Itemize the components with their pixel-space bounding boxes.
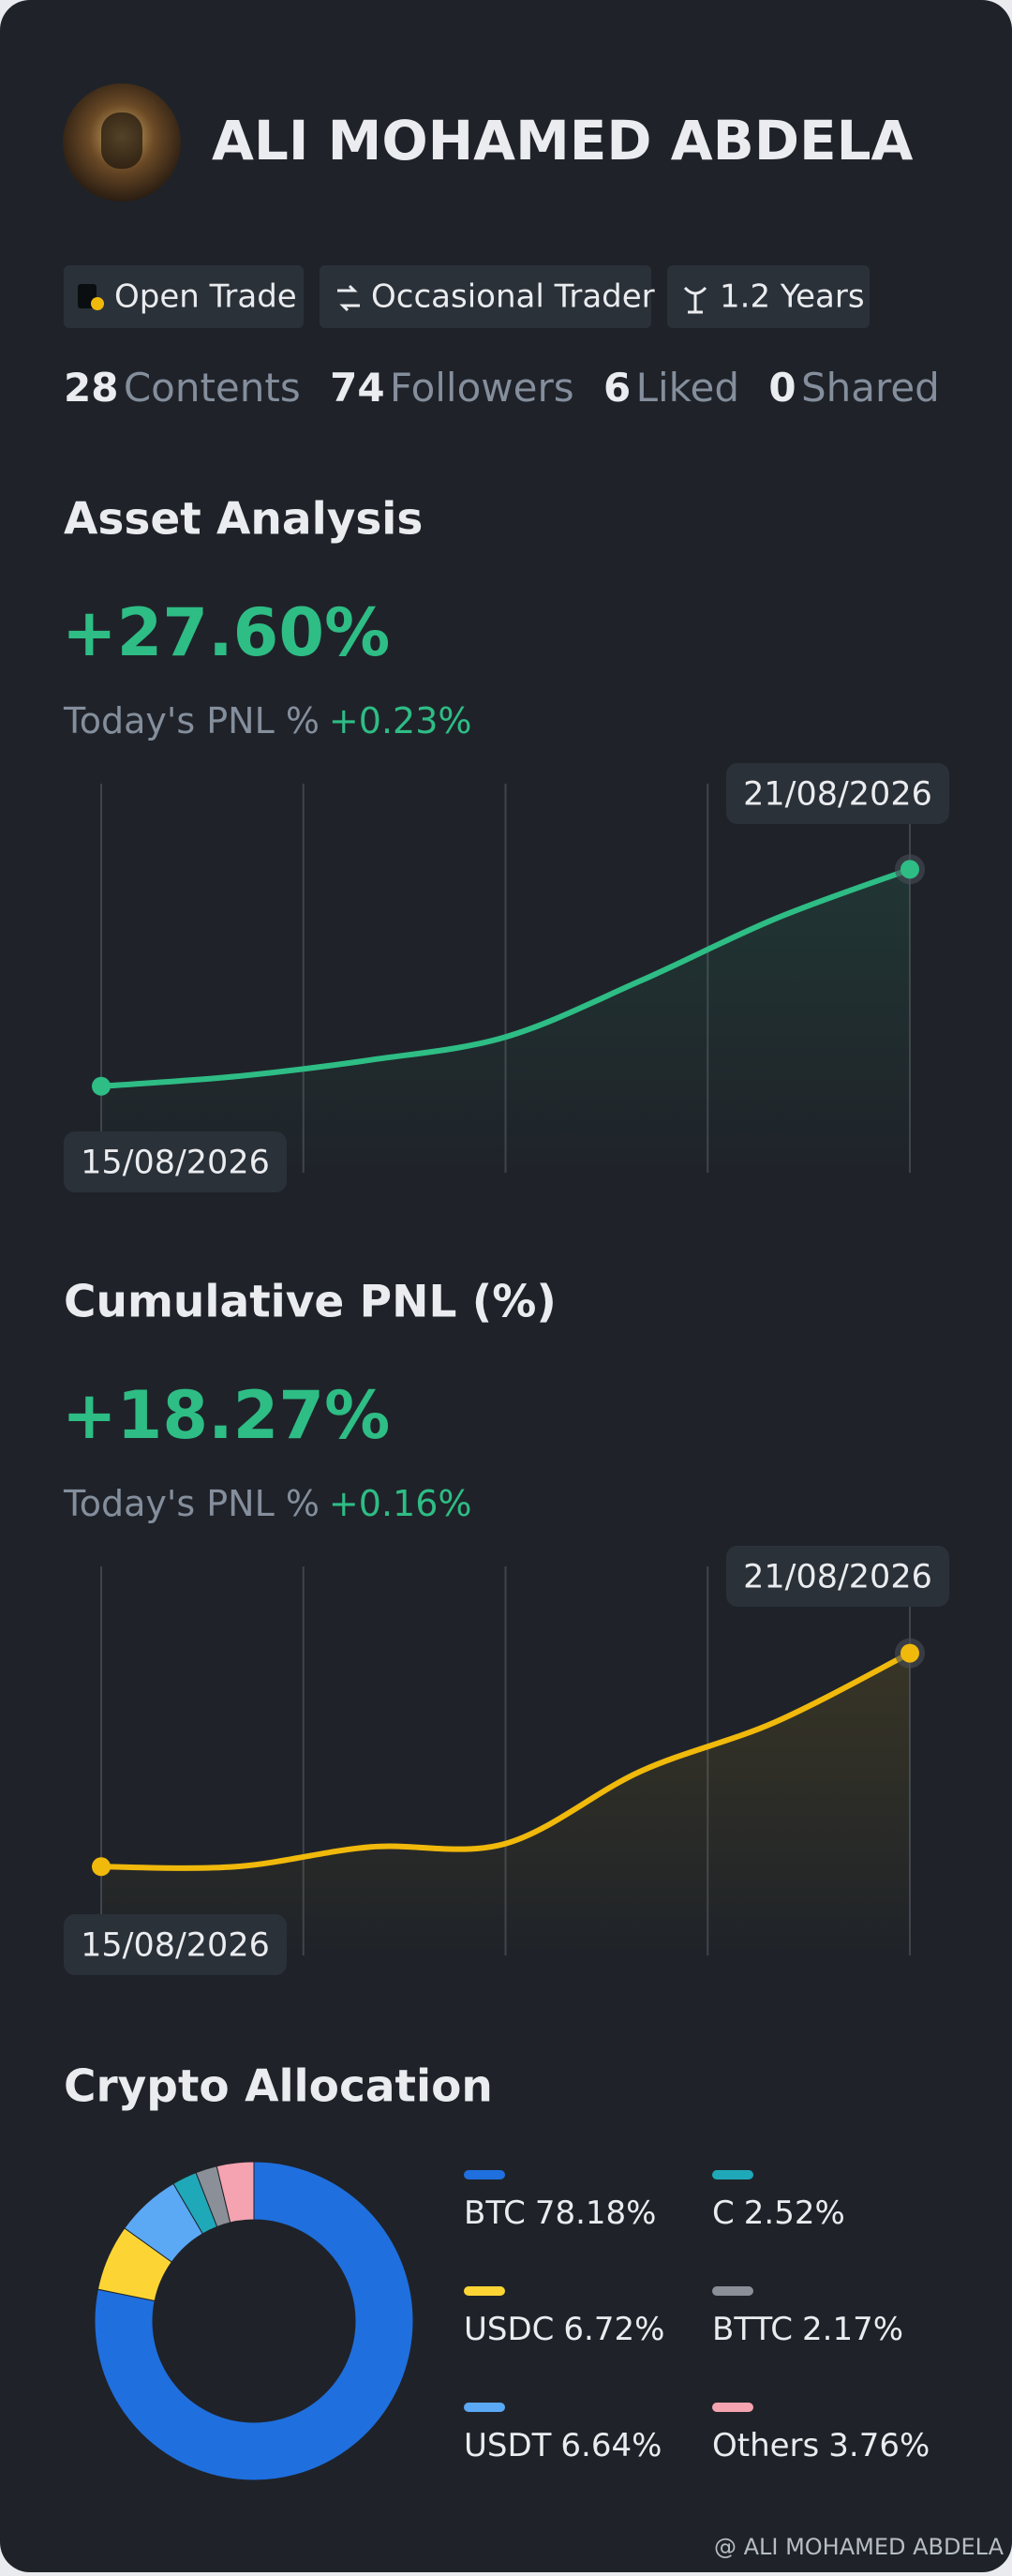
legend-value: 3.76% <box>828 2427 930 2464</box>
today-pnl-label: Today's PNL % <box>63 700 320 741</box>
end-point <box>900 860 919 879</box>
donut-slice <box>94 2161 414 2481</box>
legend-entry: BTC 78.18% <box>464 2194 657 2232</box>
legend-entry: C 2.52% <box>712 2194 845 2232</box>
legend-entry: Others 3.76% <box>712 2427 930 2464</box>
section-title: Asset Analysis <box>64 494 423 546</box>
stat-count: 28 <box>64 365 118 411</box>
area-fill <box>101 869 910 1173</box>
today-pnl: Today's PNL % +0.23% <box>63 700 471 741</box>
legend-entry: BTTC 2.17% <box>712 2311 903 2348</box>
watermark: @ ALI MOHAMED ABDELA <box>714 2534 1005 2560</box>
date-tag <box>726 763 949 824</box>
stat-label: Shared <box>801 365 940 411</box>
legend-value: 6.72% <box>563 2311 664 2348</box>
line <box>98 866 913 1089</box>
line <box>98 1650 913 1871</box>
legend-value: 2.52% <box>744 2194 845 2232</box>
headline-value: +27.60% <box>62 594 390 671</box>
start-point <box>92 1857 111 1877</box>
stat-label: Followers <box>390 365 574 411</box>
today-pnl: Today's PNL % +0.16% <box>63 1483 471 1524</box>
tag-label: 1.2 Years <box>720 278 865 316</box>
tag <box>320 265 651 328</box>
area-fill <box>101 1653 910 1955</box>
stat-count: 74 <box>330 365 384 411</box>
legend-swatch <box>464 2403 505 2412</box>
legend-name: USDT <box>464 2427 552 2464</box>
legend-swatch <box>464 2170 505 2179</box>
tag-icon <box>91 297 104 310</box>
stat-count: 6 <box>603 365 631 411</box>
today-pnl-label: Today's PNL % <box>63 1483 320 1524</box>
tag-icon <box>337 284 360 312</box>
tag-icon <box>683 286 707 314</box>
date-tag <box>726 1546 949 1607</box>
legend-name: USDC <box>464 2311 554 2348</box>
tag <box>64 265 304 328</box>
date-label: 15/08/2026 <box>81 1927 270 1965</box>
end-point <box>900 1643 919 1663</box>
headline-value: +18.27% <box>62 1377 390 1454</box>
date-tag <box>64 1914 287 1975</box>
legend-swatch <box>712 2170 753 2179</box>
tags: Open Trade Occasional Trader 1.2 Years <box>64 265 870 328</box>
tag-label: Open Trade <box>114 278 297 316</box>
legend-name: BTC <box>464 2194 526 2232</box>
avatar-detail <box>101 112 142 169</box>
stat-count: 0 <box>768 365 796 411</box>
tag <box>667 265 870 328</box>
legend-value: 78.18% <box>535 2194 657 2232</box>
legend-value: 6.64% <box>560 2427 662 2464</box>
legend-swatch <box>712 2403 753 2412</box>
date-label: 21/08/2026 <box>743 1559 932 1596</box>
section-title: Cumulative PNL (%) <box>64 1277 557 1328</box>
legend-entry: USDC 6.72% <box>464 2311 664 2348</box>
legend-swatch <box>712 2286 753 2296</box>
legend-name: C <box>712 2194 735 2232</box>
legend-swatch <box>464 2286 505 2296</box>
user-name: ALI MOHAMED ABDELA <box>212 109 914 172</box>
stats: 28 Contents 74 Followers 6 Liked 0 Share… <box>64 365 940 411</box>
section-title: Crypto Allocation <box>64 2061 493 2113</box>
tag-label: Occasional Trader <box>371 278 655 316</box>
legend-name: Others <box>712 2427 819 2464</box>
start-point <box>92 1076 111 1096</box>
date-tag <box>64 1131 287 1192</box>
date-label: 21/08/2026 <box>743 776 932 814</box>
legend-name: BTTC <box>712 2311 793 2348</box>
stat-label: Liked <box>636 365 739 411</box>
legend-value: 2.17% <box>802 2311 903 2348</box>
today-pnl-value: +0.16% <box>329 1483 472 1524</box>
today-pnl-value: +0.23% <box>329 700 472 741</box>
legend-entry: USDT 6.64% <box>464 2427 662 2464</box>
date-label: 15/08/2026 <box>81 1145 270 1182</box>
stat-label: Contents <box>124 365 301 411</box>
donut-slice <box>216 2161 255 2224</box>
